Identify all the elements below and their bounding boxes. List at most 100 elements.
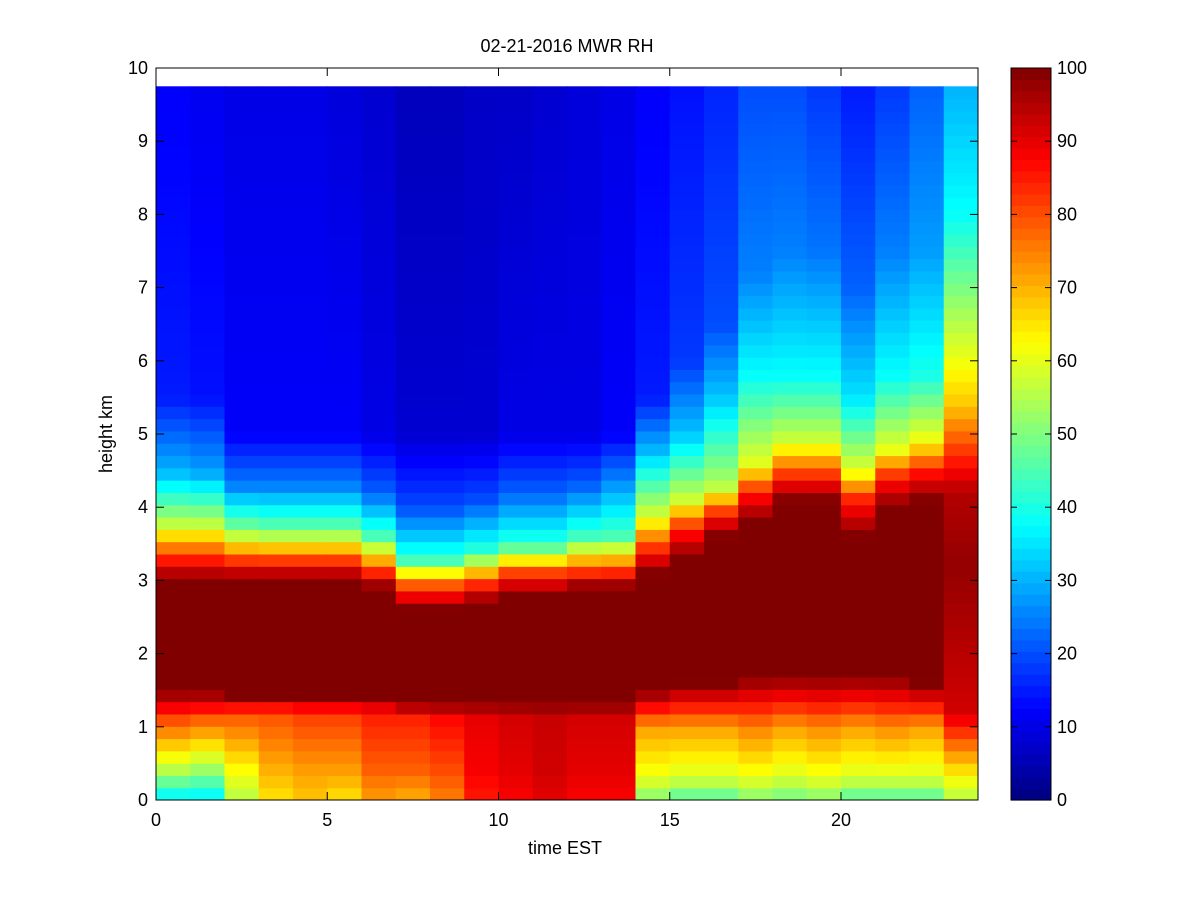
heatmap-cell xyxy=(909,369,945,383)
heatmap-cell xyxy=(601,492,637,506)
heatmap-cell xyxy=(875,578,911,592)
heatmap-cell xyxy=(601,135,637,149)
heatmap-cell xyxy=(772,307,808,321)
heatmap-cell xyxy=(327,738,363,752)
heatmap-cell xyxy=(190,775,226,789)
heatmap-cell xyxy=(156,369,191,383)
colorbar-segment xyxy=(1011,697,1051,710)
heatmap-cell xyxy=(806,430,842,444)
heatmap-cell xyxy=(395,603,431,617)
heatmap-cell xyxy=(190,209,226,223)
colorbar-tick-labels: 0 10 20 30 40 50 60 70 80 90 100 xyxy=(1057,58,1087,810)
colorbar-segment xyxy=(1011,514,1051,527)
heatmap-cell xyxy=(601,652,637,666)
heatmap-cell xyxy=(395,664,431,678)
y-tick-label: 1 xyxy=(138,717,148,737)
heatmap-cell xyxy=(258,344,294,358)
heatmap-cell xyxy=(293,763,328,776)
heatmap-cell xyxy=(704,270,739,284)
colorbar-segment xyxy=(1011,79,1051,92)
heatmap-cell xyxy=(395,184,431,198)
heatmap-cell xyxy=(258,369,294,383)
heatmap-cell xyxy=(156,443,191,457)
heatmap-cell xyxy=(704,233,739,247)
heatmap-cell xyxy=(156,726,191,740)
heatmap-cell xyxy=(156,603,191,617)
heatmap-cell xyxy=(498,344,534,358)
heatmap-cell xyxy=(293,86,328,100)
heatmap-cell xyxy=(395,258,431,272)
heatmap-cell xyxy=(669,160,705,174)
heatmap-cell xyxy=(430,664,465,678)
heatmap-cell xyxy=(258,197,294,210)
heatmap-cell xyxy=(772,713,808,727)
heatmap-cell xyxy=(293,307,328,321)
heatmap-cell xyxy=(669,701,705,715)
heatmap-cell xyxy=(258,406,294,420)
heatmap-cell xyxy=(224,492,260,506)
heatmap-cell xyxy=(875,381,911,395)
heatmap-cell xyxy=(498,529,534,543)
heatmap-cell xyxy=(601,221,637,235)
heatmap-cell xyxy=(806,726,842,740)
heatmap-cell xyxy=(601,627,637,641)
heatmap-cell xyxy=(498,578,534,592)
heatmap-cell xyxy=(635,615,671,629)
heatmap-cell xyxy=(430,504,465,518)
colorbar-segment xyxy=(1011,68,1051,81)
heatmap-cell xyxy=(635,787,671,800)
heatmap-cell xyxy=(841,418,876,432)
heatmap-cell xyxy=(498,603,534,617)
heatmap-cell xyxy=(498,147,534,161)
heatmap-cell xyxy=(704,443,739,457)
heatmap-cell xyxy=(430,332,465,346)
heatmap-cell xyxy=(430,578,465,592)
heatmap-cell xyxy=(704,689,739,703)
heatmap-cell xyxy=(909,467,945,481)
heatmap-cell xyxy=(532,197,568,210)
heatmap-cell xyxy=(635,566,671,580)
heatmap-cell xyxy=(293,516,328,530)
heatmap-cell xyxy=(909,295,945,309)
heatmap-cell xyxy=(156,492,191,506)
heatmap-cell xyxy=(806,197,842,210)
heatmap-cell xyxy=(258,541,294,555)
heatmap-cell xyxy=(772,504,808,518)
heatmap-cell xyxy=(395,233,431,247)
heatmap-cell xyxy=(293,455,328,469)
heatmap-cell xyxy=(224,123,260,137)
heatmap-cell xyxy=(224,652,260,666)
heatmap-cell xyxy=(738,332,774,346)
heatmap-cell xyxy=(327,209,363,223)
heatmap-cell xyxy=(841,689,876,703)
colorbar-segment xyxy=(1011,525,1051,538)
heatmap-cell xyxy=(361,172,397,186)
heatmap-cell xyxy=(772,492,808,506)
heatmap-cell xyxy=(361,357,397,370)
heatmap-cell xyxy=(224,246,260,260)
heatmap-cell xyxy=(635,480,671,493)
heatmap-cell xyxy=(635,763,671,776)
heatmap-cell xyxy=(361,246,397,260)
colorbar-tick-label: 80 xyxy=(1057,204,1077,224)
heatmap-cell xyxy=(430,750,465,764)
heatmap-cell xyxy=(430,233,465,247)
heatmap-cell xyxy=(909,381,945,395)
heatmap-cell xyxy=(190,455,226,469)
heatmap-cell xyxy=(943,689,978,703)
heatmap-cell xyxy=(258,775,294,789)
heatmap-cell xyxy=(190,307,226,321)
heatmap-cell xyxy=(190,689,226,703)
heatmap-cell xyxy=(738,258,774,272)
heatmap-cell xyxy=(669,332,705,346)
heatmap-cell xyxy=(635,98,671,112)
heatmap-cell xyxy=(601,738,637,752)
heatmap-cell xyxy=(772,627,808,641)
heatmap-cell xyxy=(909,147,945,161)
heatmap-cell xyxy=(875,726,911,740)
heatmap-cell xyxy=(464,676,500,690)
heatmap-cell xyxy=(738,713,774,727)
heatmap-cell xyxy=(327,295,363,309)
heatmap-cell xyxy=(190,738,226,752)
heatmap-cell xyxy=(464,98,500,112)
